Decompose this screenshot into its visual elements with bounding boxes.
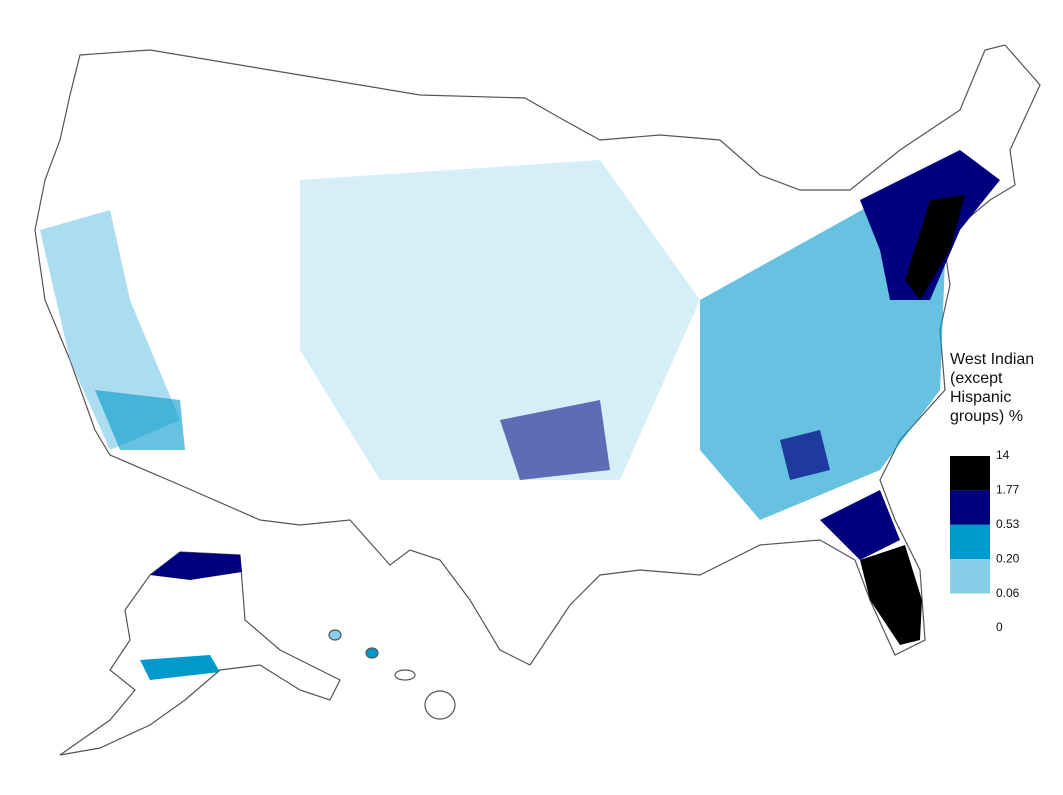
contiguous-us bbox=[34, 44, 1041, 666]
legend-bin bbox=[950, 456, 990, 491]
legend-break-label: 0.06 bbox=[996, 586, 1020, 600]
legend-break-label: 1.77 bbox=[996, 483, 1020, 497]
east-shade bbox=[700, 200, 945, 520]
legend-bin bbox=[950, 593, 990, 628]
legend-break-label: 14 bbox=[996, 448, 1010, 462]
nyc-shade bbox=[905, 195, 965, 300]
legend-break-label: 0.20 bbox=[996, 551, 1020, 565]
legend-break-label: 0 bbox=[996, 620, 1003, 634]
legend-break-label: 0.53 bbox=[996, 517, 1020, 531]
southwest-shade bbox=[95, 390, 185, 450]
legend-bin bbox=[950, 490, 990, 525]
hawaii-maui bbox=[394, 669, 416, 681]
alaska bbox=[59, 551, 341, 756]
florida-shade bbox=[820, 490, 900, 560]
legend: 14 1.77 0.53 0.20 0.06 0 bbox=[950, 448, 1020, 634]
florida-dark bbox=[860, 545, 922, 645]
legend-bin bbox=[950, 524, 990, 560]
legend-bin bbox=[950, 559, 990, 594]
hawaii-island bbox=[424, 690, 456, 720]
legend-title: West Indian (except Hispanic groups) % bbox=[950, 351, 1035, 425]
georgia-shade bbox=[780, 430, 830, 480]
hawaii-kauai bbox=[328, 629, 342, 641]
west-coast-shade bbox=[40, 210, 180, 450]
texas-shade bbox=[500, 400, 610, 480]
alaska-south-shade bbox=[140, 655, 220, 680]
alaska-north-shade bbox=[150, 552, 242, 580]
hawaii-oahu bbox=[365, 647, 379, 659]
